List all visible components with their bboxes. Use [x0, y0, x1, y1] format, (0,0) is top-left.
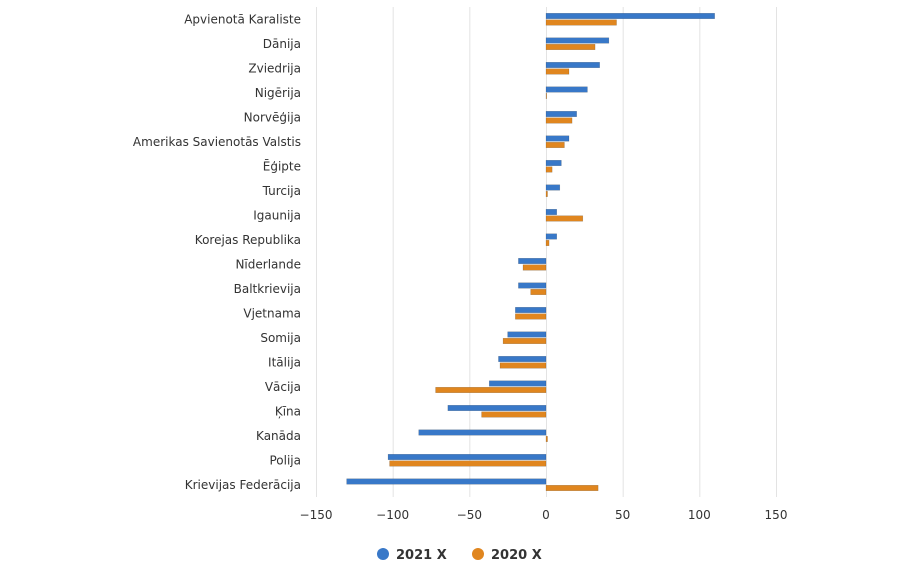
bar-series-1[interactable]	[518, 258, 547, 264]
x-tick-label: −50	[457, 508, 482, 522]
bar-series-1[interactable]	[545, 86, 588, 93]
legend-item[interactable]: 2020 X	[472, 548, 542, 563]
bar-series-1[interactable]	[545, 62, 600, 68]
category-label: Nīderlande	[235, 257, 301, 271]
category-label: Amerikas Savienotās Valstis	[133, 135, 301, 149]
x-tick-label: 150	[765, 508, 788, 522]
bar-series-1[interactable]	[518, 282, 547, 289]
category-label: Krievijas Federācija	[185, 478, 301, 492]
bar-series-2[interactable]	[515, 313, 547, 320]
x-tick-label: −100	[376, 508, 409, 522]
bar-series-2[interactable]	[545, 485, 599, 491]
bar-series-1[interactable]	[545, 184, 561, 191]
bar-series-2[interactable]	[545, 436, 548, 442]
category-label: Igaunija	[253, 208, 301, 222]
bar-series-2[interactable]	[499, 362, 547, 369]
category-label: Ēģipte	[263, 159, 301, 173]
bar-series-2[interactable]	[545, 117, 573, 124]
bar-series-2[interactable]	[545, 44, 596, 50]
category-label: Polija	[269, 453, 301, 467]
bar-series-2[interactable]	[545, 215, 584, 222]
legend-label: 2020 X	[491, 548, 542, 563]
x-tick-label: 0	[542, 508, 550, 522]
bar-series-2[interactable]	[545, 240, 550, 246]
bar-series-1[interactable]	[346, 478, 547, 485]
category-label: Apvienotā Karaliste	[184, 12, 301, 26]
bar-series-1[interactable]	[545, 111, 577, 117]
bar-series-2[interactable]	[545, 166, 553, 173]
bar-series-1[interactable]	[387, 454, 547, 460]
category-label: Somija	[260, 331, 301, 345]
bar-series-1[interactable]	[545, 233, 557, 240]
bar-series-1[interactable]	[545, 13, 715, 19]
bar-series-1[interactable]	[545, 209, 557, 215]
category-label: Vācija	[265, 380, 301, 394]
bar-series-1[interactable]	[515, 307, 547, 313]
legend[interactable]: 2021 X 2020 X	[377, 548, 542, 563]
legend-label: 2021 X	[396, 548, 447, 563]
bar-series-2[interactable]	[435, 387, 547, 393]
category-label: Kanāda	[256, 429, 301, 443]
x-tick-label: 50	[615, 508, 630, 522]
bar-series-2[interactable]	[389, 460, 547, 467]
bar-series-2[interactable]	[545, 142, 565, 148]
x-tick-label: −150	[300, 508, 333, 522]
bar-series-2[interactable]	[522, 264, 547, 271]
bar-series-1[interactable]	[498, 356, 547, 362]
category-label: Zviedrija	[248, 61, 301, 75]
bar-series-2[interactable]	[545, 19, 617, 26]
bar-series-1[interactable]	[507, 331, 547, 338]
category-label: Ķīna	[275, 404, 301, 418]
category-label: Nigērija	[255, 86, 301, 100]
legend-marker	[472, 548, 484, 560]
bar-series-2[interactable]	[530, 289, 547, 295]
bars	[346, 13, 715, 491]
category-label: Turcija	[262, 184, 301, 198]
category-label: Korejas Republika	[195, 233, 301, 247]
bar-series-1[interactable]	[545, 37, 610, 44]
x-axis-ticks: −150 −100 −50 0 50 100 150	[300, 508, 788, 522]
bar-series-2[interactable]	[545, 68, 570, 75]
bar-series-1[interactable]	[447, 405, 547, 411]
category-label: Itālija	[268, 355, 301, 369]
bar-series-2[interactable]	[502, 338, 547, 344]
category-label: Dānija	[263, 37, 301, 51]
category-labels: Apvienotā Karaliste Dānija Zviedrija Nigēri…	[133, 12, 301, 492]
bar-series-1[interactable]	[418, 429, 547, 436]
grid-lines	[316, 7, 777, 497]
category-label: Baltkrievija	[234, 282, 301, 296]
category-label: Norvēģija	[244, 110, 301, 124]
x-tick-label: 100	[688, 508, 711, 522]
bar-series-1[interactable]	[545, 160, 562, 166]
bar-series-2[interactable]	[545, 93, 547, 99]
bar-series-2[interactable]	[545, 191, 548, 197]
legend-item[interactable]: 2021 X	[377, 548, 447, 563]
legend-marker	[377, 548, 389, 560]
bar-series-1[interactable]	[489, 380, 547, 387]
category-label: Vjetnama	[243, 306, 301, 320]
bar-series-2[interactable]	[481, 411, 547, 418]
bar-series-1[interactable]	[545, 135, 570, 142]
